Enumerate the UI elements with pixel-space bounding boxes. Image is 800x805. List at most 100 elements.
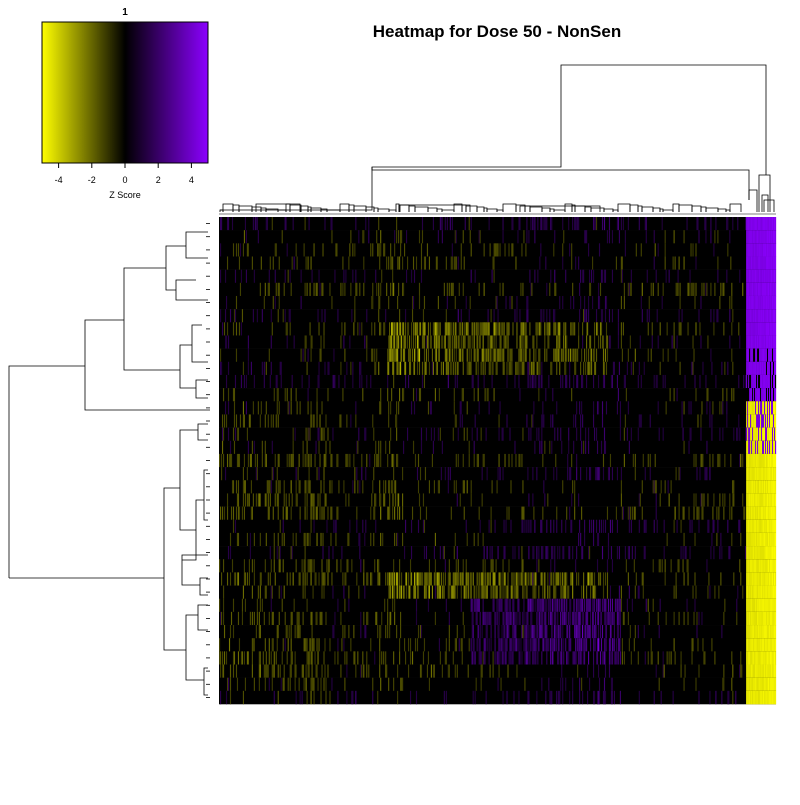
heatmap-cell bbox=[423, 519, 426, 534]
heatmap-cell bbox=[415, 322, 418, 336]
heatmap-cell bbox=[660, 480, 662, 494]
heatmap-cell bbox=[591, 519, 593, 534]
heatmap-cell bbox=[235, 295, 238, 310]
heatmap-cell bbox=[507, 335, 509, 349]
heatmap-cell bbox=[384, 243, 386, 257]
heatmap-cell bbox=[753, 230, 755, 244]
heatmap-cell bbox=[373, 427, 375, 442]
heatmap-cell bbox=[522, 282, 524, 297]
heatmap-cell bbox=[276, 493, 278, 507]
heatmap-cell bbox=[499, 401, 501, 415]
heatmap-cell bbox=[763, 269, 765, 284]
heatmap-cell bbox=[613, 651, 616, 665]
column-dendrogram-branch bbox=[353, 205, 367, 212]
heatmap-cell bbox=[521, 361, 523, 376]
heatmap-cell bbox=[583, 309, 585, 323]
heatmap-cell bbox=[618, 585, 620, 599]
heatmap-cell bbox=[228, 638, 231, 652]
heatmap-cell bbox=[264, 282, 266, 297]
heatmap-cell bbox=[774, 453, 776, 468]
heatmap-cell bbox=[538, 388, 540, 402]
heatmap-cell bbox=[748, 651, 750, 665]
heatmap-cell bbox=[691, 651, 693, 665]
heatmap-cell bbox=[579, 638, 581, 652]
heatmap-cell bbox=[285, 506, 287, 521]
heatmap-cell bbox=[454, 664, 456, 678]
heatmap-cell bbox=[751, 401, 753, 415]
heatmap-cell bbox=[769, 572, 771, 586]
heatmap-cell bbox=[528, 374, 530, 389]
heatmap-cell bbox=[765, 638, 767, 652]
heatmap-cell bbox=[757, 414, 759, 428]
heatmap-cell bbox=[751, 295, 753, 310]
heatmap-cell bbox=[757, 217, 759, 231]
heatmap-cell bbox=[604, 348, 607, 363]
heatmap-cell bbox=[264, 414, 266, 428]
heatmap-cell bbox=[748, 230, 750, 244]
heatmap-cell bbox=[404, 638, 406, 652]
heatmap-cell bbox=[279, 559, 281, 573]
heatmap-cell bbox=[769, 440, 771, 455]
heatmap-cell bbox=[417, 348, 420, 363]
heatmap-cell bbox=[642, 453, 644, 468]
heatmap-cell bbox=[397, 453, 399, 468]
heatmap-cell bbox=[508, 559, 510, 573]
heatmap-cell bbox=[533, 638, 535, 652]
heatmap-cell bbox=[754, 440, 756, 455]
heatmap-cell bbox=[703, 651, 705, 665]
heatmap-cell bbox=[641, 506, 643, 521]
heatmap-cell bbox=[264, 677, 266, 692]
heatmap-cell bbox=[438, 638, 440, 652]
heatmap-cell bbox=[316, 467, 318, 481]
heatmap-cell bbox=[518, 453, 520, 468]
heatmap-cell bbox=[221, 506, 224, 521]
heatmap-cell bbox=[300, 269, 302, 284]
heatmap-cell bbox=[537, 598, 539, 613]
heatmap-cell bbox=[407, 348, 410, 363]
heatmap-cell bbox=[393, 467, 395, 481]
heatmap-cell bbox=[502, 690, 504, 705]
heatmap-cell bbox=[394, 480, 396, 494]
heatmap-cell bbox=[333, 625, 335, 639]
heatmap-cell bbox=[588, 348, 590, 363]
heatmap-cell bbox=[750, 480, 752, 494]
heatmap-cell bbox=[767, 348, 769, 363]
heatmap-cell bbox=[506, 598, 508, 613]
heatmap-cell bbox=[557, 611, 559, 626]
heatmap-cell bbox=[654, 480, 656, 494]
heatmap-cell bbox=[397, 361, 399, 376]
heatmap-cell bbox=[511, 348, 513, 363]
heatmap-cell bbox=[764, 559, 766, 573]
heatmap-cell bbox=[540, 217, 542, 231]
heatmap-cell bbox=[222, 453, 225, 468]
heatmap-cell bbox=[392, 361, 394, 376]
heatmap-cell bbox=[773, 309, 775, 323]
heatmap-cell bbox=[585, 427, 587, 442]
heatmap-cell bbox=[758, 572, 760, 586]
heatmap-cell bbox=[604, 295, 607, 310]
heatmap-cell bbox=[604, 309, 607, 323]
heatmap-cell bbox=[551, 217, 553, 231]
heatmap-cell bbox=[316, 664, 318, 678]
heatmap-cell bbox=[488, 217, 490, 231]
heatmap-cell bbox=[678, 493, 680, 507]
heatmap-cell bbox=[354, 467, 356, 481]
heatmap-cell bbox=[248, 559, 250, 573]
heatmap-cell bbox=[420, 664, 423, 678]
heatmap-cell bbox=[755, 427, 757, 442]
heatmap-cell bbox=[503, 335, 505, 349]
heatmap-cell bbox=[668, 493, 670, 507]
heatmap-cell bbox=[375, 440, 377, 455]
heatmap-cell bbox=[603, 677, 606, 692]
heatmap-cell bbox=[480, 322, 482, 336]
heatmap-cell bbox=[653, 519, 655, 534]
heatmap-cell bbox=[324, 361, 326, 376]
heatmap-cell bbox=[442, 361, 444, 376]
heatmap-cell bbox=[287, 269, 289, 284]
heatmap-cell bbox=[323, 506, 325, 521]
heatmap-cell bbox=[343, 269, 345, 284]
heatmap-cell bbox=[582, 335, 584, 349]
heatmap-cell bbox=[584, 532, 586, 547]
heatmap-cell bbox=[769, 664, 771, 678]
heatmap-cell bbox=[375, 493, 377, 507]
